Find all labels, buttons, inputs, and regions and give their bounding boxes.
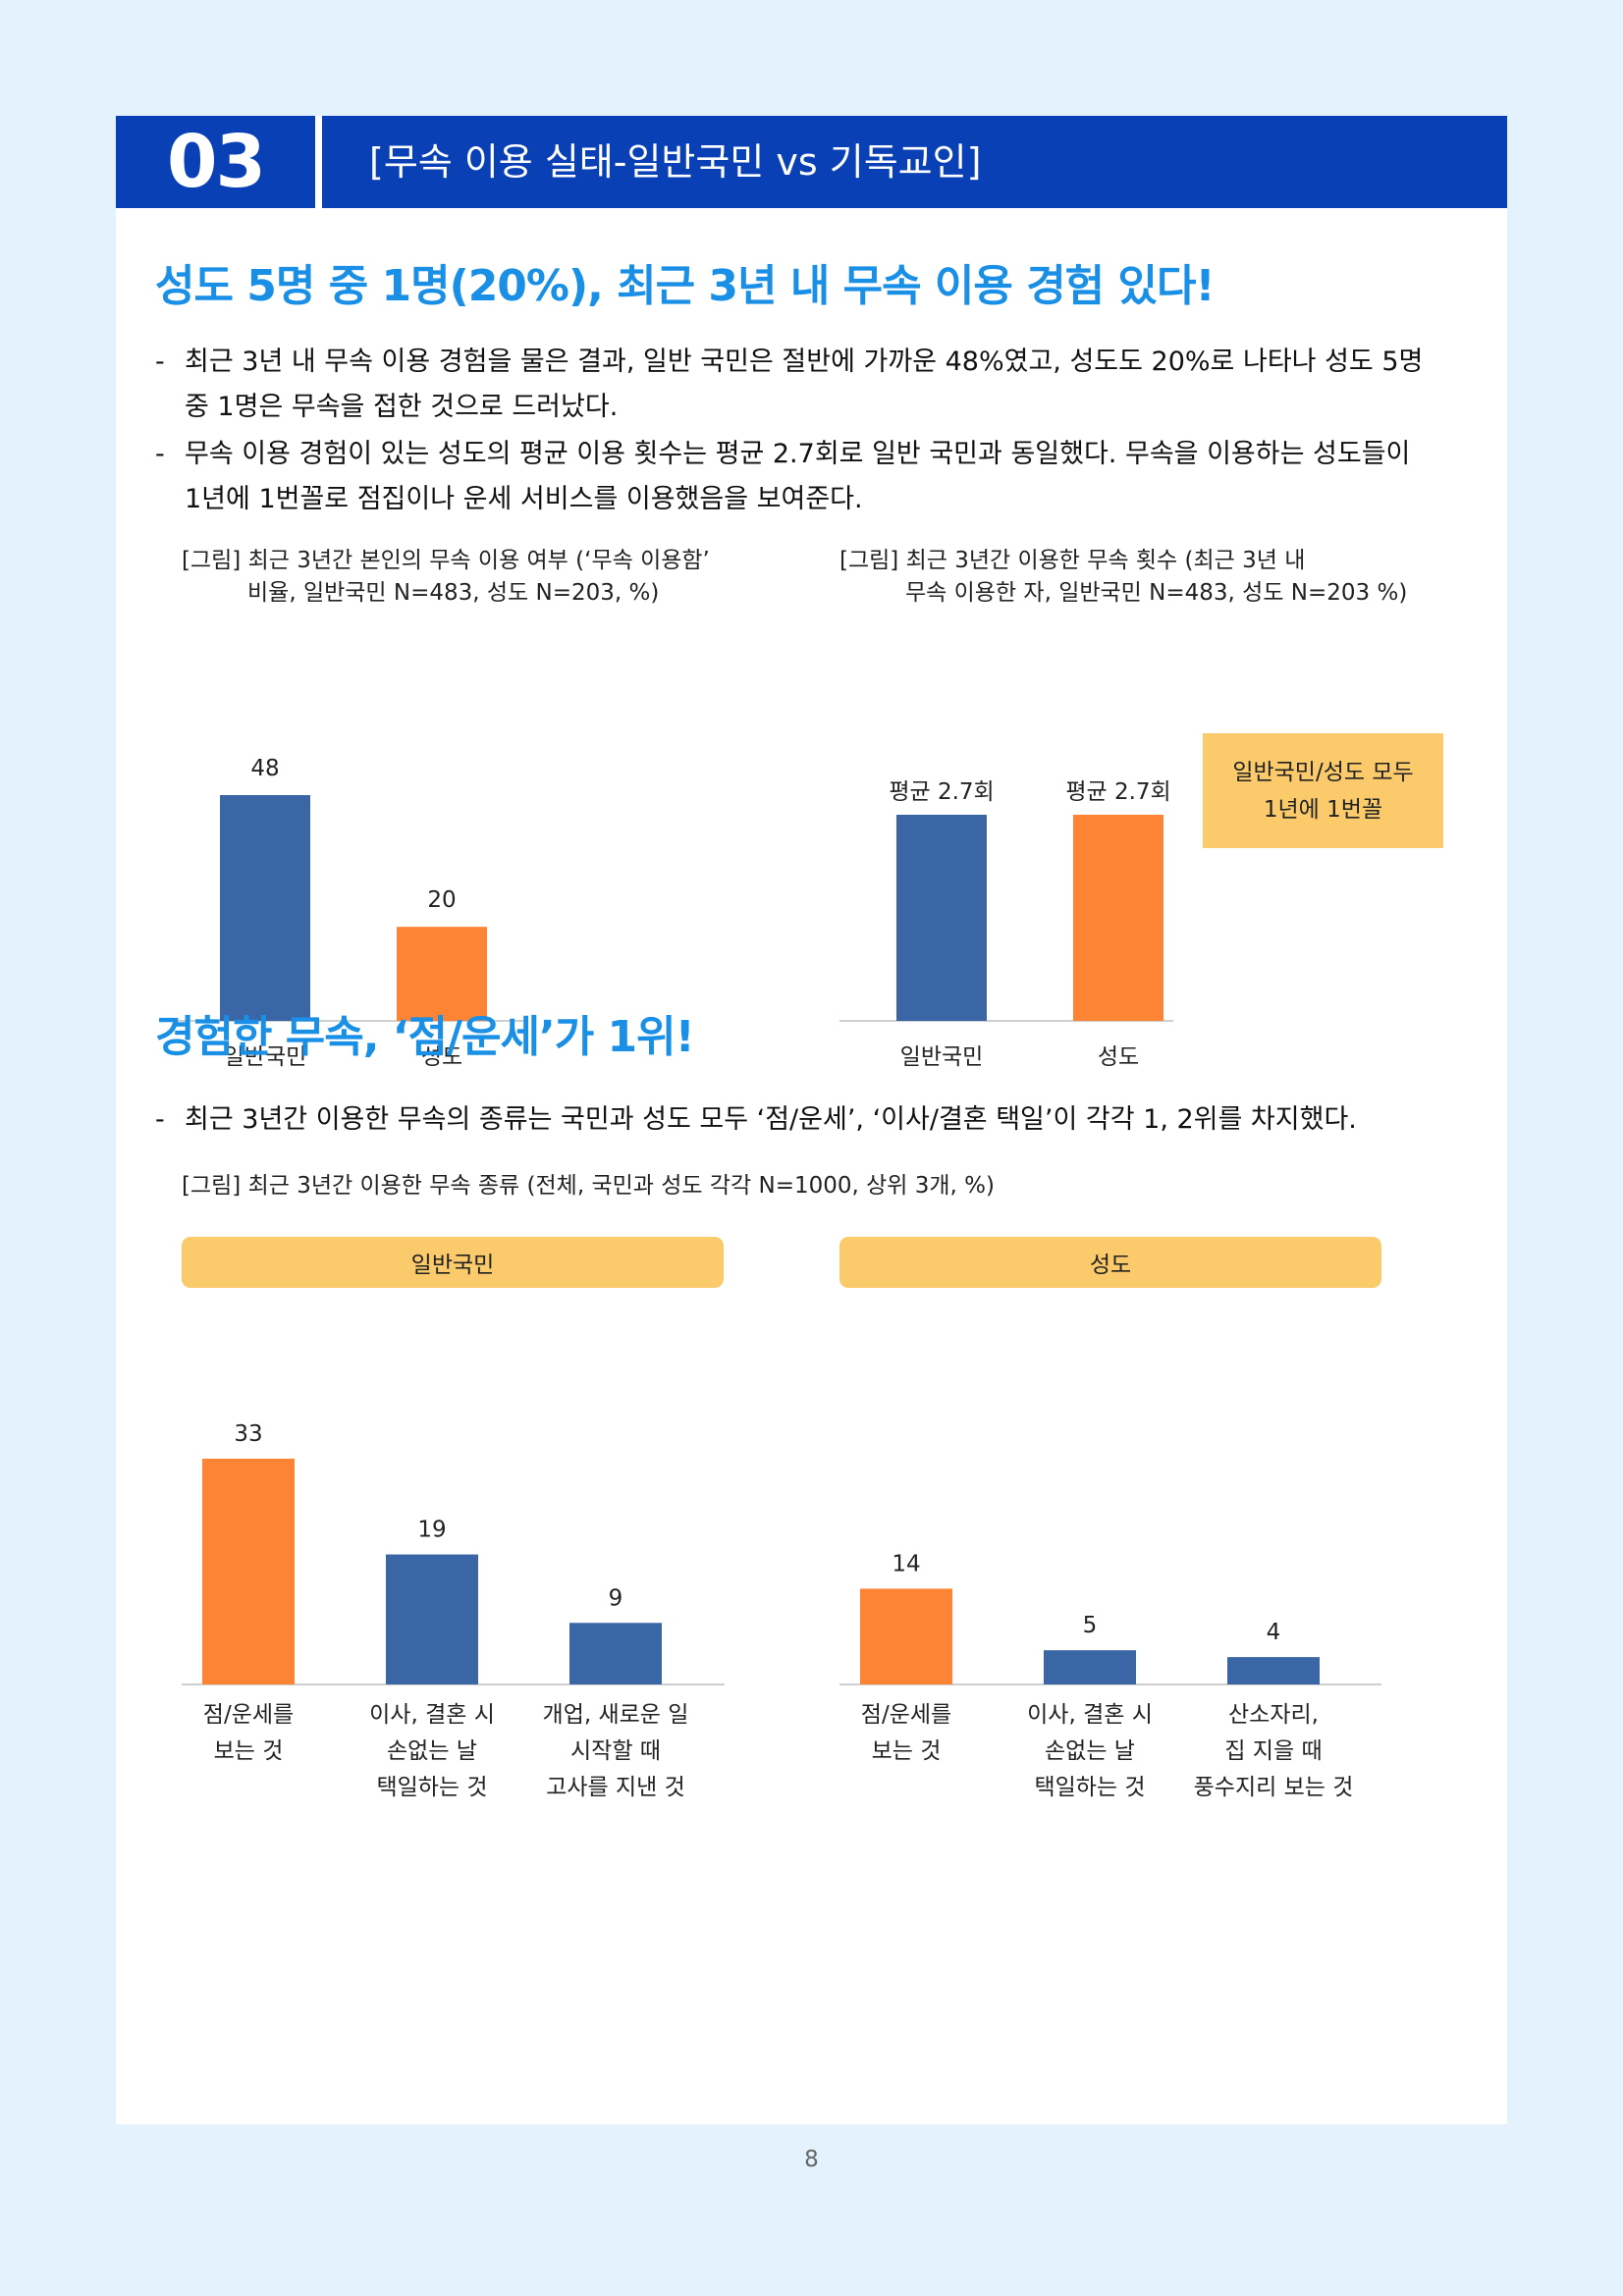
figure-caption-types: [그림] 최근 3년간 이용한 무속 종류 (전체, 국민과 성도 각각 N=1… (182, 1173, 996, 1199)
bar (569, 1623, 662, 1684)
section2-heading: 경험한 무속, ‘점/운세’가 1위! (155, 1012, 695, 1062)
caption-line2: 비율, 일반국민 N=483, 성도 N=203, %) (247, 580, 660, 606)
caption-line2: 무속 이용한 자, 일반국민 N=483, 성도 N=203 %) (905, 580, 1408, 606)
section-title: [무속 이용 실태-일반국민 vs 기독교인] (322, 116, 1507, 208)
figure-caption-usage: [그림] 최근 3년간 본인의 무속 이용 여부 (‘무속 이용함’ 비율, 일… (182, 545, 710, 610)
bullet-3-text: 최근 3년간 이용한 무속의 종류는 국민과 성도 모두 ‘점/운세’, ‘이사… (185, 1104, 1357, 1135)
category-label: 이사, 결혼 시 (1027, 1702, 1153, 1728)
category-label: 점/운세를 (861, 1702, 951, 1728)
category-label: 성도 (1098, 1044, 1139, 1070)
bar (860, 1588, 952, 1684)
usage-bar-chart: 48 일반국민 20 성도 (177, 756, 528, 1070)
bullet-2-line2: 1년에 1번꼴로 점집이나 운세 서비스를 이용했음을 보여준다. (185, 484, 863, 514)
note-line1: 일반국민/성도 모두 (1232, 759, 1414, 785)
bar (1073, 815, 1163, 1021)
category-label: 보는 것 (872, 1738, 942, 1764)
category-label: 이사, 결혼 시 (369, 1702, 495, 1728)
bullet-2-line1: 무속 이용 경험이 있는 성도의 평균 이용 횟수는 평균 2.7회로 일반 국… (185, 439, 1411, 469)
bar (896, 815, 987, 1021)
bullet-dash: - (155, 439, 165, 469)
category-label: 일반국민 (224, 1044, 307, 1070)
category-label: 산소자리, (1228, 1702, 1319, 1728)
bullet-dash: - (155, 347, 165, 377)
bullet-1: - 최근 3년 내 무속 이용 경험을 물은 결과, 일반 국민은 절반에 가까… (155, 340, 1490, 430)
pill-general-public: 일반국민 (182, 1237, 724, 1288)
page-number: 8 (804, 2147, 819, 2172)
section-header: 03 [무속 이용 실태-일반국민 vs 기독교인] (116, 116, 1507, 208)
caption-line1: [그림] 최근 3년간 본인의 무속 이용 여부 (‘무속 이용함’ (182, 548, 710, 573)
bar (1227, 1657, 1320, 1684)
data-label: 20 (427, 887, 456, 913)
bullet-2: - 무속 이용 경험이 있는 성도의 평균 이용 횟수는 평균 2.7회로 일반… (155, 432, 1490, 522)
category-label: 점/운세를 (203, 1702, 294, 1728)
category-label: 성도 (421, 1044, 462, 1070)
category-label: 택일하는 것 (376, 1775, 487, 1800)
category-label: 개업, 새로운 일 (543, 1702, 689, 1728)
data-label: 48 (250, 756, 279, 781)
bar (202, 1459, 295, 1684)
category-label: 고사를 지낸 것 (546, 1775, 685, 1800)
data-label: 4 (1267, 1620, 1281, 1645)
data-label: 19 (417, 1518, 446, 1543)
bullet-1-line2: 중 1명은 무속을 접한 것으로 드러났다. (185, 392, 619, 422)
bar (220, 795, 310, 1021)
bar (397, 927, 487, 1021)
bar (1044, 1650, 1136, 1684)
caption-line1: [그림] 최근 3년간 이용한 무속 횟수 (최근 3년 내 (839, 548, 1306, 573)
section-number: 03 (116, 116, 315, 208)
figure-caption-frequency: [그림] 최근 3년간 이용한 무속 횟수 (최근 3년 내 무속 이용한 자,… (839, 545, 1407, 610)
category-label: 시작할 때 (570, 1738, 661, 1764)
category-label: 보는 것 (214, 1738, 284, 1764)
section1-heading: 성도 5명 중 1명(20%), 최근 3년 내 무속 이용 경험 있다! (155, 261, 1216, 311)
category-label: 손없는 날 (387, 1738, 477, 1764)
bar (386, 1554, 478, 1684)
category-label: 손없는 날 (1045, 1738, 1135, 1764)
bullet-3: - 최근 3년간 이용한 무속의 종류는 국민과 성도 모두 ‘점/운세’, ‘… (155, 1097, 1490, 1143)
category-label: 일반국민 (900, 1044, 984, 1070)
bullet-dash: - (155, 1104, 165, 1135)
data-label: 5 (1083, 1613, 1098, 1638)
data-label: 33 (234, 1421, 262, 1447)
data-label: 평균 2.7회 (889, 779, 994, 805)
data-label: 9 (609, 1585, 623, 1611)
category-label: 택일하는 것 (1034, 1775, 1145, 1800)
bullet-1-line1: 최근 3년 내 무속 이용 경험을 물은 결과, 일반 국민은 절반에 가까운 … (185, 347, 1424, 377)
report-page: 03 [무속 이용 실태-일반국민 vs 기독교인] 성도 5명 중 1명(20… (116, 116, 1507, 2124)
note-line2: 1년에 1번꼴 (1263, 796, 1383, 823)
category-label: 풍수지리 보는 것 (1194, 1775, 1354, 1800)
pill-believers: 성도 (839, 1237, 1381, 1288)
data-label: 평균 2.7회 (1065, 779, 1170, 805)
data-label: 14 (892, 1551, 920, 1576)
category-label: 집 지을 때 (1224, 1738, 1322, 1764)
summary-note-box: 일반국민/성도 모두 1년에 1번꼴 (1203, 733, 1443, 848)
